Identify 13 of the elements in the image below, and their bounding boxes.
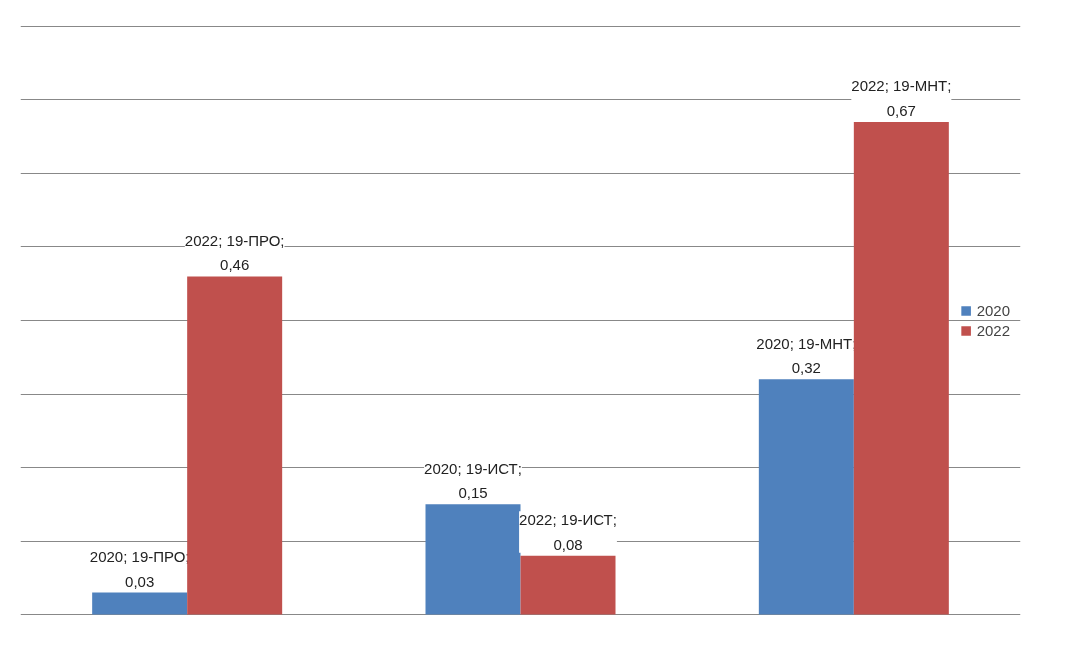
bar [187, 276, 283, 615]
data-label: 2020; 19-МНТ; 0,32 [756, 334, 857, 377]
data-label: 2022; 19-ПРО; 0,46 [184, 231, 285, 274]
legend-label: 2020 [976, 301, 1010, 319]
bar [520, 555, 616, 615]
bar [425, 504, 521, 615]
bar [853, 121, 949, 615]
bar [92, 592, 188, 615]
data-label: 2020; 19-ИСТ; 0,15 [424, 459, 522, 502]
data-label: 2022; 19-ИСТ; 0,08 [519, 511, 617, 553]
legend-label: 2022 [976, 321, 1010, 339]
bar [758, 379, 854, 615]
data-label: 2022; 19-МНТ; 0,67 [851, 77, 952, 119]
